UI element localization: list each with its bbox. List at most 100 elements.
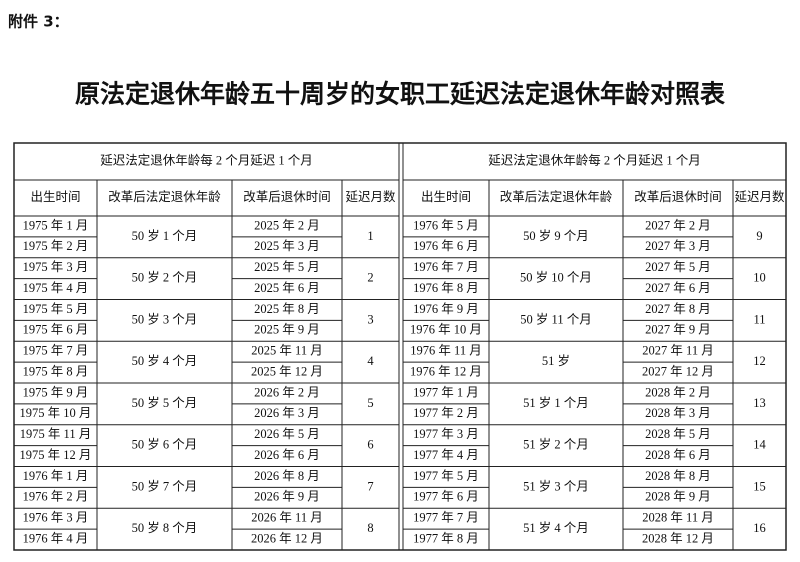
delay-months: 14 [753, 438, 766, 452]
retire-age: 50 岁 3 个月 [132, 311, 198, 326]
retire-date: 2028 年 3 月 [645, 406, 711, 420]
column-header: 改革后退休时间 [634, 190, 722, 204]
retire-date: 2028 年 9 月 [645, 490, 711, 504]
retire-date: 2025 年 6 月 [254, 281, 320, 295]
retire-date: 2025 年 5 月 [254, 260, 320, 274]
retire-date: 2028 年 5 月 [645, 427, 711, 441]
delay-months: 10 [753, 271, 766, 285]
retire-date: 2027 年 2 月 [645, 218, 711, 232]
column-header: 改革后法定退休年龄 [108, 189, 221, 204]
column-header: 出生时间 [30, 190, 80, 204]
delay-months: 16 [753, 521, 766, 535]
retire-date: 2026 年 8 月 [254, 469, 320, 483]
retire-age: 50 岁 10 个月 [520, 270, 592, 285]
birth-date: 1977 年 7 月 [413, 511, 479, 525]
birth-date: 1976 年 10 月 [410, 323, 482, 337]
table-header: 延迟法定退休年龄每 2 个月延迟 1 个月 [100, 152, 313, 167]
retire-date: 2027 年 3 月 [645, 239, 711, 253]
retire-date: 2025 年 8 月 [254, 302, 320, 316]
delay-months: 5 [367, 396, 373, 410]
birth-date: 1975 年 4 月 [23, 281, 89, 295]
retire-age: 50 岁 11 个月 [520, 311, 591, 326]
birth-date: 1976 年 12 月 [410, 364, 482, 378]
retire-date: 2025 年 11 月 [251, 344, 322, 358]
retire-age: 50 岁 1 个月 [132, 228, 198, 243]
retire-age: 50 岁 7 个月 [132, 478, 198, 493]
birth-date: 1977 年 3 月 [413, 427, 479, 441]
delay-months: 4 [367, 354, 374, 368]
birth-date: 1975 年 12 月 [20, 448, 92, 462]
retire-date: 2028 年 12 月 [642, 531, 714, 545]
retire-date: 2026 年 12 月 [251, 531, 323, 545]
delay-months: 15 [753, 479, 766, 493]
delay-months: 11 [753, 312, 765, 326]
birth-date: 1976 年 6 月 [413, 239, 479, 253]
table-border [13, 142, 787, 551]
retire-age: 50 岁 6 个月 [132, 437, 198, 452]
birth-date: 1977 年 2 月 [413, 406, 479, 420]
birth-date: 1975 年 9 月 [23, 385, 89, 399]
birth-date: 1977 年 5 月 [413, 469, 479, 483]
birth-date: 1975 年 5 月 [23, 302, 89, 316]
delay-months: 6 [367, 438, 373, 452]
column-header: 出生时间 [421, 190, 471, 204]
birth-date: 1976 年 9 月 [413, 302, 479, 316]
retire-date: 2026 年 9 月 [254, 490, 320, 504]
retire-age: 50 岁 2 个月 [132, 270, 198, 285]
retire-date: 2026 年 5 月 [254, 427, 320, 441]
retire-date: 2025 年 9 月 [254, 323, 320, 337]
birth-date: 1977 年 6 月 [413, 490, 479, 504]
retire-date: 2028 年 2 月 [645, 385, 711, 399]
attachment-label: 附件 3： [8, 13, 69, 31]
retire-date: 2027 年 5 月 [645, 260, 711, 274]
delay-months: 9 [756, 229, 762, 243]
birth-date: 1976 年 2 月 [23, 490, 89, 504]
retire-age: 50 岁 4 个月 [132, 353, 198, 368]
retire-date: 2027 年 11 月 [642, 344, 713, 358]
retire-age: 50 岁 5 个月 [132, 395, 198, 410]
birth-date: 1975 年 2 月 [23, 239, 89, 253]
retire-date: 2028 年 11 月 [642, 511, 713, 525]
birth-date: 1975 年 8 月 [23, 364, 89, 378]
delay-months: 2 [367, 271, 373, 285]
birth-date: 1975 年 7 月 [23, 344, 89, 358]
retire-date: 2028 年 6 月 [645, 448, 711, 462]
retire-age: 51 岁 3 个月 [523, 478, 589, 493]
column-header: 改革后退休时间 [243, 190, 331, 204]
retire-date: 2027 年 8 月 [645, 302, 711, 316]
birth-date: 1976 年 11 月 [410, 344, 481, 358]
birth-date: 1976 年 5 月 [413, 218, 479, 232]
birth-date: 1975 年 3 月 [23, 260, 89, 274]
column-header: 延迟月数 [345, 189, 396, 204]
retire-date: 2027 年 6 月 [645, 281, 711, 295]
table-header: 延迟法定退休年龄每 2 个月延迟 1 个月 [488, 152, 701, 167]
birth-date: 1977 年 1 月 [413, 385, 479, 399]
retire-date: 2027 年 9 月 [645, 323, 711, 337]
birth-date: 1975 年 1 月 [23, 218, 89, 232]
retire-date: 2025 年 12 月 [251, 364, 323, 378]
column-header: 改革后法定退休年龄 [500, 189, 613, 204]
birth-date: 1975 年 11 月 [20, 427, 91, 441]
page-title: 原法定退休年龄五十周岁的女职工延迟法定退休年龄对照表 [75, 80, 726, 109]
birth-date: 1976 年 3 月 [23, 511, 89, 525]
retire-date: 2027 年 12 月 [642, 364, 714, 378]
retire-date: 2026 年 11 月 [251, 511, 322, 525]
delay-months: 12 [753, 354, 766, 368]
delay-months: 7 [367, 479, 373, 493]
delay-months: 3 [367, 312, 373, 326]
birth-date: 1976 年 8 月 [413, 281, 479, 295]
birth-date: 1976 年 1 月 [23, 469, 89, 483]
delay-months: 8 [367, 521, 373, 535]
birth-date: 1976 年 4 月 [23, 531, 89, 545]
birth-date: 1977 年 4 月 [413, 448, 479, 462]
birth-date: 1975 年 6 月 [23, 323, 89, 337]
retire-date: 2025 年 2 月 [254, 218, 320, 232]
retire-age: 51 岁 4 个月 [523, 520, 589, 535]
delay-months: 1 [367, 229, 373, 243]
retire-date: 2026 年 6 月 [254, 448, 320, 462]
retire-age: 50 岁 8 个月 [132, 520, 198, 535]
retire-date: 2026 年 3 月 [254, 406, 320, 420]
retire-age: 51 岁 [542, 353, 570, 368]
retire-age: 51 岁 2 个月 [523, 437, 589, 452]
